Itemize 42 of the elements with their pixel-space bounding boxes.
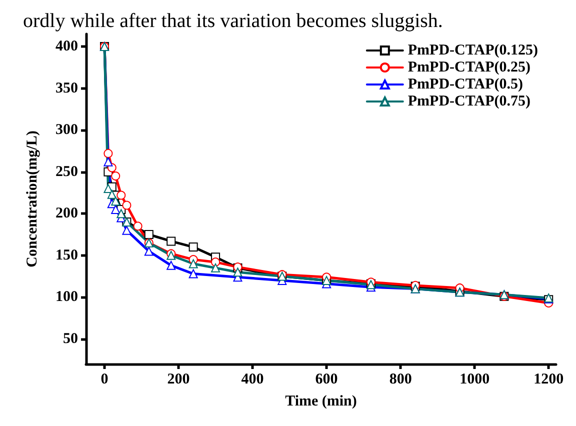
point: [111, 172, 120, 181]
x-tick-label: 0: [100, 372, 108, 388]
y-tick-label: 300: [56, 122, 78, 138]
y-tick-label: 150: [56, 247, 78, 264]
x-tick-label: 600: [315, 372, 338, 388]
point: [211, 263, 220, 272]
point: [233, 268, 242, 277]
point: [188, 269, 198, 278]
point: [166, 260, 176, 270]
x-tick-label: 800: [389, 372, 412, 388]
legend-label: PmPD-CTAP(0.25): [408, 60, 531, 76]
y-axis-title: Concentration(mg/L): [24, 130, 40, 268]
point: [104, 148, 113, 158]
y-tick-label: 100: [56, 289, 78, 306]
point: [211, 258, 220, 267]
point: [111, 196, 120, 206]
text: ordly while after that its variation becomes sluggish.: [23, 10, 443, 32]
point: [116, 190, 126, 200]
y-tick-label: 400: [56, 38, 78, 55]
legend-label: PmPD-CTAP(0.125): [408, 42, 538, 58]
y-tick-label: 50: [63, 330, 78, 347]
point: [144, 230, 154, 240]
y-tick-label: 250: [56, 164, 78, 180]
point: [166, 236, 176, 246]
point: [188, 242, 198, 252]
x-tick-label: 1000: [460, 372, 490, 388]
y-tick-label: 200: [56, 206, 78, 222]
point: [104, 157, 113, 166]
point: [144, 246, 154, 256]
point: [188, 259, 198, 268]
x-tick-label: 1200: [534, 372, 564, 388]
point: [122, 200, 132, 210]
point: [116, 209, 126, 218]
legend-label: PmPD-CTAP(0.75): [408, 94, 531, 110]
legend-label: PmPD-CTAP(0.5): [408, 76, 524, 92]
x-tick-label: 200: [167, 372, 190, 388]
point: [107, 190, 116, 199]
y-tick-label: 350: [56, 80, 78, 96]
x-tick-label: 400: [241, 372, 264, 388]
point: [133, 222, 142, 231]
x-axis-title: Time (min): [285, 394, 357, 410]
point: [111, 204, 120, 214]
